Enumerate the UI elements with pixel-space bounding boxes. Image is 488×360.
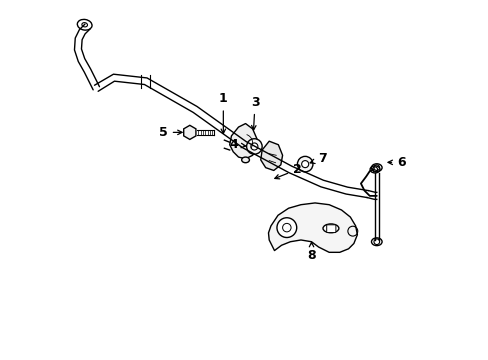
Text: 2: 2 xyxy=(274,163,301,179)
Polygon shape xyxy=(268,203,357,252)
Circle shape xyxy=(246,139,262,154)
Circle shape xyxy=(297,156,312,172)
Circle shape xyxy=(301,161,308,168)
Polygon shape xyxy=(183,125,196,139)
FancyBboxPatch shape xyxy=(326,225,335,233)
Text: 6: 6 xyxy=(387,156,405,169)
Text: 3: 3 xyxy=(250,96,259,130)
Polygon shape xyxy=(260,141,282,171)
Circle shape xyxy=(276,218,296,238)
Polygon shape xyxy=(229,123,257,159)
Text: 7: 7 xyxy=(309,152,326,165)
Text: 1: 1 xyxy=(219,93,227,134)
Ellipse shape xyxy=(241,157,249,163)
Text: 4: 4 xyxy=(229,138,245,151)
Circle shape xyxy=(250,143,257,150)
Ellipse shape xyxy=(323,224,338,233)
Text: 8: 8 xyxy=(306,242,315,262)
Text: 5: 5 xyxy=(159,126,182,139)
